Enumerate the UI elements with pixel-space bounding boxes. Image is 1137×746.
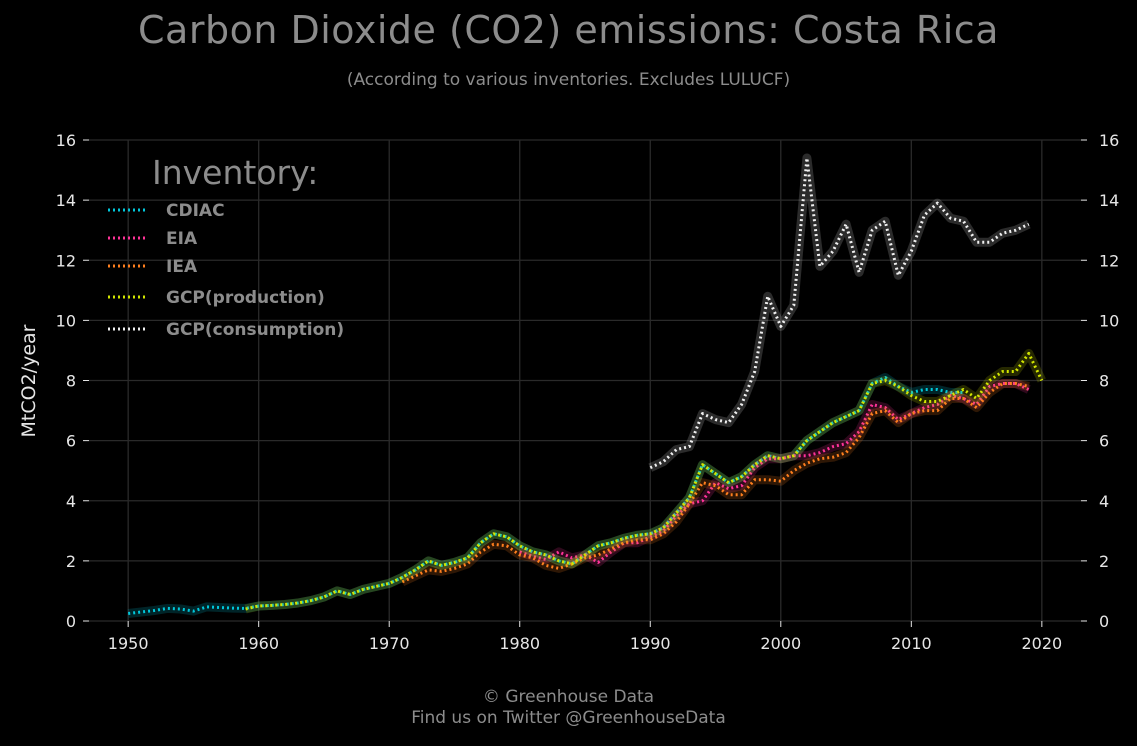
legend-entry: CDIAC — [166, 201, 225, 221]
series-lines — [127, 153, 1046, 618]
credit: © Greenhouse Data Find us on Twitter @Gr… — [0, 687, 1137, 729]
series-gcp-production — [244, 348, 1046, 614]
legend-entry: GCP(production) — [166, 288, 325, 308]
y-tick-label-right: 14 — [1099, 191, 1119, 210]
series-glow — [244, 348, 1046, 614]
series-glow — [400, 379, 1030, 586]
grid — [89, 139, 1081, 622]
y-tick-label-left: 4 — [66, 492, 76, 511]
x-tick-label: 2000 — [760, 634, 801, 653]
y-tick-label-right: 12 — [1099, 251, 1119, 270]
series-line — [519, 382, 1030, 564]
x-tick-label: 1960 — [238, 634, 279, 653]
x-tick-label: 1970 — [369, 634, 410, 653]
chart-subtitle: (According to various inventories. Exclu… — [346, 70, 791, 90]
x-tick-label: 1950 — [108, 634, 149, 653]
series-glow — [127, 373, 964, 618]
y-tick-label-left: 14 — [56, 191, 76, 210]
y-tick-label-left: 12 — [56, 251, 76, 270]
y-tick-label-left: 10 — [56, 311, 76, 330]
x-tick-label: 1990 — [630, 634, 671, 653]
y-tick-label-left: 8 — [66, 372, 76, 391]
legend: Inventory: CDIAC EIA IEA GCP(production) GCP… — [108, 153, 344, 340]
y-tick-label-left: 16 — [56, 131, 76, 150]
y-tick-label-right: 2 — [1099, 552, 1109, 571]
y-tick-label-right: 4 — [1099, 492, 1109, 511]
series-glow — [518, 379, 1031, 567]
y-tick-label-left: 2 — [66, 552, 76, 571]
series-gcp-consumption — [648, 153, 1031, 472]
legend-entry: GCP(consumption) — [166, 320, 344, 340]
legend-entry: IEA — [166, 257, 198, 277]
legend-entry: EIA — [166, 229, 198, 249]
axes: 0 0 2 2 4 4 6 6 8 8 10 10 12 12 14 14 16 16 1950 1960 1970 19… — [56, 131, 1120, 653]
x-tick-label: 1980 — [499, 634, 540, 653]
x-tick-label: 2020 — [1021, 634, 1062, 653]
series-eia — [518, 379, 1031, 567]
legend-title: Inventory: — [152, 153, 318, 192]
y-tick-label-left: 6 — [66, 432, 76, 451]
x-tick-label: 2010 — [891, 634, 932, 653]
series-glow — [648, 153, 1031, 472]
series-iea — [400, 379, 1030, 586]
y-tick-label-right: 6 — [1099, 432, 1109, 451]
y-axis-label: MtCO2/year — [18, 324, 40, 437]
credit-copyright: © Greenhouse Data — [482, 687, 655, 707]
series-line — [401, 382, 1030, 584]
y-tick-label-left: 0 — [66, 612, 76, 631]
y-tick-label-right: 8 — [1099, 372, 1109, 391]
credit-twitter: Find us on Twitter @GreenhouseData — [411, 708, 726, 728]
series-line — [128, 376, 964, 615]
y-tick-label-right: 16 — [1099, 131, 1119, 150]
chart-title: Carbon Dioxide (CO2) emissions: Costa Ri… — [138, 8, 999, 52]
series-cdiac — [127, 373, 964, 618]
y-tick-label-right: 10 — [1099, 311, 1119, 330]
y-tick-label-right: 0 — [1099, 612, 1109, 631]
